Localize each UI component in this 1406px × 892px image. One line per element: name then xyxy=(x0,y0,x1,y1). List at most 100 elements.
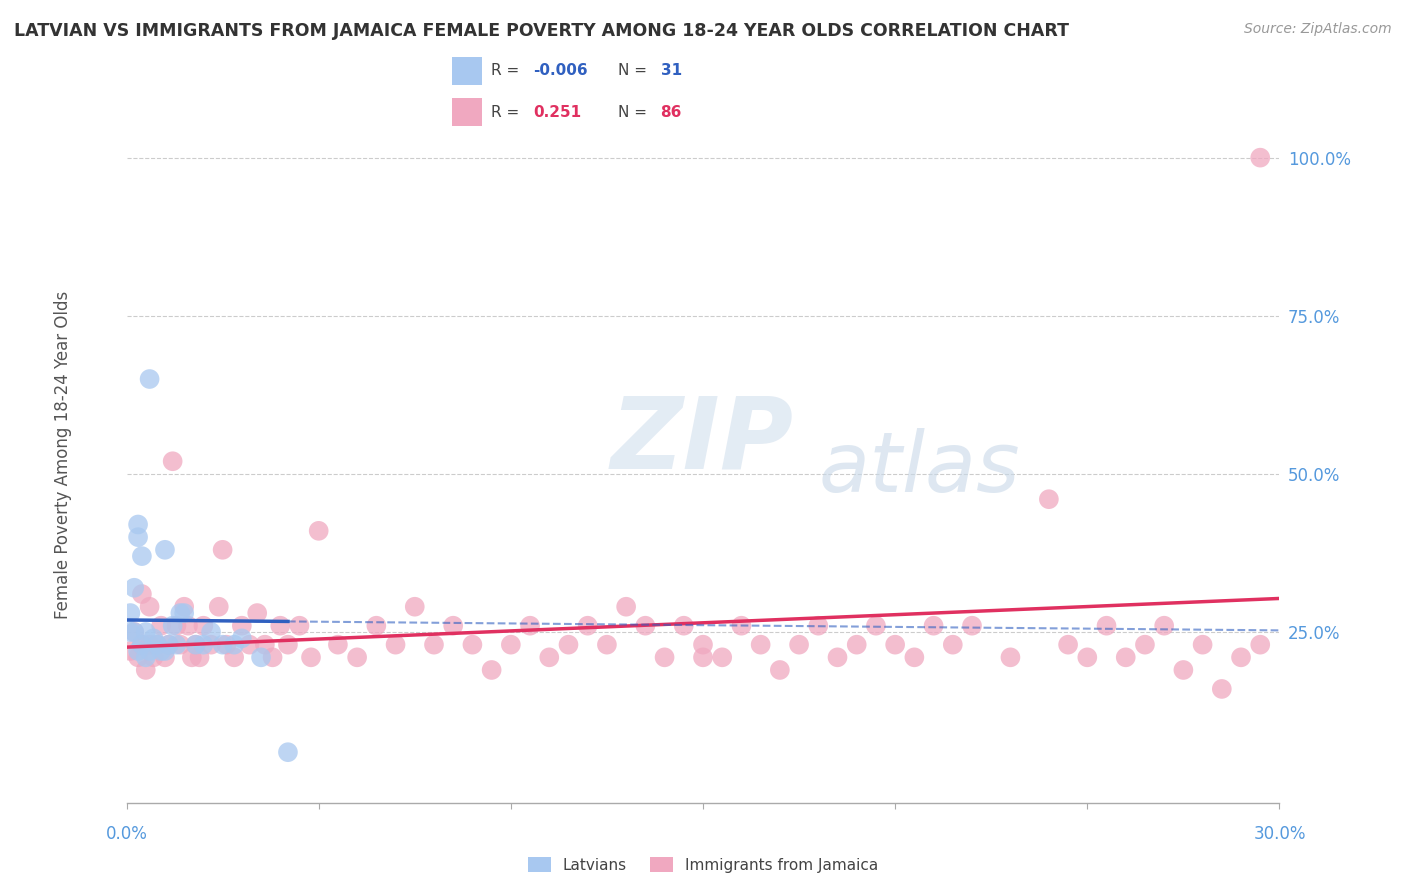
Point xyxy=(231,618,253,632)
Point xyxy=(127,650,149,665)
Point xyxy=(215,638,238,652)
Point xyxy=(614,599,637,614)
Point xyxy=(120,606,142,620)
Point xyxy=(224,650,246,665)
Point xyxy=(538,650,561,665)
Point xyxy=(122,581,145,595)
Point xyxy=(135,625,157,640)
Point xyxy=(730,618,752,632)
Point xyxy=(845,638,868,652)
Point xyxy=(169,606,191,620)
Point xyxy=(131,587,153,601)
Point xyxy=(231,632,253,646)
Point xyxy=(262,650,284,665)
Point xyxy=(269,618,291,632)
Point xyxy=(169,638,191,652)
Point xyxy=(224,638,246,652)
Point xyxy=(865,618,887,632)
Point xyxy=(326,638,349,652)
Point xyxy=(1000,650,1022,665)
Point xyxy=(138,599,160,614)
Point xyxy=(250,650,273,665)
Point xyxy=(150,644,173,658)
Point xyxy=(1191,638,1213,652)
Point xyxy=(1076,650,1098,665)
Point xyxy=(135,650,157,665)
Point xyxy=(166,638,188,652)
Point xyxy=(166,618,188,632)
Point xyxy=(131,549,153,563)
Point xyxy=(749,638,772,652)
Point xyxy=(173,599,195,614)
Point xyxy=(153,650,176,665)
Point xyxy=(173,606,195,620)
Point xyxy=(308,524,330,538)
Text: ZIP: ZIP xyxy=(610,392,794,490)
Point xyxy=(1038,492,1060,507)
Point xyxy=(827,650,849,665)
Point xyxy=(177,618,200,632)
Point xyxy=(127,644,149,658)
Point xyxy=(404,599,426,614)
Point xyxy=(138,644,160,658)
Point xyxy=(692,650,714,665)
Point xyxy=(238,638,260,652)
Point xyxy=(200,625,222,640)
Point xyxy=(441,618,464,632)
Text: N =: N = xyxy=(619,63,647,78)
Point xyxy=(131,638,153,652)
Point xyxy=(576,618,599,632)
Point xyxy=(1230,650,1253,665)
Point xyxy=(1249,638,1271,652)
Point xyxy=(519,618,541,632)
Point xyxy=(807,618,830,632)
Text: LATVIAN VS IMMIGRANTS FROM JAMAICA FEMALE POVERTY AMONG 18-24 YEAR OLDS CORRELAT: LATVIAN VS IMMIGRANTS FROM JAMAICA FEMAL… xyxy=(14,22,1069,40)
Point xyxy=(922,618,945,632)
Point xyxy=(1115,650,1137,665)
Point xyxy=(1153,618,1175,632)
Point xyxy=(157,638,180,652)
Point xyxy=(596,638,619,652)
Point xyxy=(366,618,388,632)
Point xyxy=(423,638,446,652)
Point xyxy=(1057,638,1080,652)
Point xyxy=(1095,618,1118,632)
Point xyxy=(157,638,180,652)
Point xyxy=(211,542,233,557)
Point xyxy=(200,638,222,652)
FancyBboxPatch shape xyxy=(451,98,482,126)
Point xyxy=(1133,638,1156,652)
Point xyxy=(346,650,368,665)
Text: 31: 31 xyxy=(661,63,682,78)
Point xyxy=(1211,681,1233,696)
Point xyxy=(153,644,176,658)
Point xyxy=(188,650,211,665)
Point xyxy=(120,625,142,640)
Point xyxy=(153,542,176,557)
Point xyxy=(277,745,299,759)
Point xyxy=(288,618,311,632)
Point xyxy=(150,618,173,632)
Text: 0.0%: 0.0% xyxy=(105,825,148,843)
Point xyxy=(634,618,657,632)
Point xyxy=(208,599,231,614)
Point xyxy=(246,606,269,620)
Point xyxy=(211,638,233,652)
Point xyxy=(299,650,322,665)
Legend: Latvians, Immigrants from Jamaica: Latvians, Immigrants from Jamaica xyxy=(522,850,884,879)
Point xyxy=(692,638,714,652)
Point xyxy=(131,638,153,652)
Text: 0.251: 0.251 xyxy=(534,104,582,120)
Text: atlas: atlas xyxy=(818,428,1019,509)
Point xyxy=(384,638,406,652)
Point xyxy=(769,663,792,677)
Point xyxy=(146,638,169,652)
Point xyxy=(162,454,184,468)
Point xyxy=(193,618,215,632)
Point xyxy=(557,638,579,652)
Point xyxy=(481,663,503,677)
Point xyxy=(903,650,925,665)
Point xyxy=(884,638,907,652)
Point xyxy=(138,372,160,386)
Point xyxy=(193,638,215,652)
